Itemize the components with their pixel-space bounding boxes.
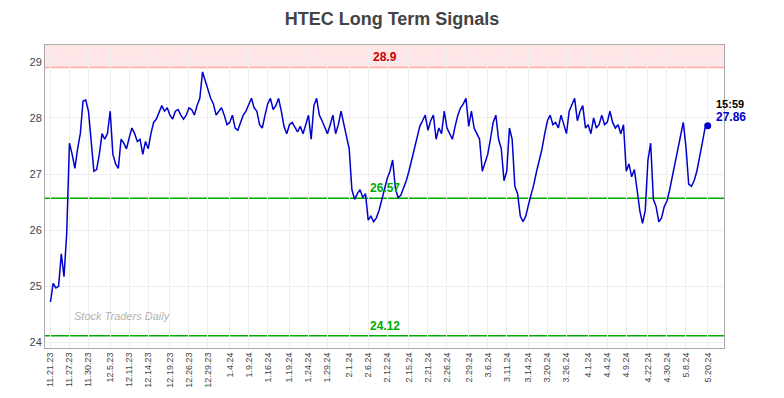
svg-text:5.8.24: 5.8.24 (681, 353, 691, 378)
svg-text:2.15.24: 2.15.24 (404, 353, 414, 383)
svg-text:3.14.24: 3.14.24 (523, 353, 533, 383)
svg-text:4.4.24: 4.4.24 (602, 353, 612, 378)
svg-text:2.1.24: 2.1.24 (344, 353, 354, 378)
svg-text:27: 27 (30, 168, 42, 180)
svg-text:2.21.24: 2.21.24 (423, 353, 433, 383)
svg-text:15:59: 15:59 (716, 98, 744, 110)
svg-text:12.26.23: 12.26.23 (184, 353, 194, 388)
svg-text:3.6.24: 3.6.24 (483, 353, 493, 378)
svg-text:24.12: 24.12 (370, 319, 400, 333)
svg-text:2.29.24: 2.29.24 (464, 353, 474, 383)
svg-text:26.57: 26.57 (370, 181, 400, 195)
svg-text:1.19.24: 1.19.24 (284, 353, 294, 383)
svg-text:HTEC Long Term Signals: HTEC Long Term Signals (285, 9, 500, 29)
svg-text:24: 24 (30, 336, 42, 348)
svg-text:12.14.23: 12.14.23 (143, 353, 153, 388)
svg-text:29: 29 (30, 56, 42, 68)
svg-text:3.26.24: 3.26.24 (561, 353, 571, 383)
svg-text:11.21.23: 11.21.23 (45, 353, 55, 387)
svg-text:4.30.24: 4.30.24 (662, 353, 672, 383)
svg-text:12.19.23: 12.19.23 (165, 353, 175, 388)
svg-text:11.27.23: 11.27.23 (64, 353, 74, 387)
svg-text:27.86: 27.86 (716, 110, 746, 124)
svg-text:Stock Traders Daily: Stock Traders Daily (74, 310, 171, 322)
svg-text:28: 28 (30, 112, 42, 124)
svg-text:28.9: 28.9 (373, 50, 397, 64)
svg-text:2.12.24: 2.12.24 (382, 353, 392, 383)
svg-text:3.20.24: 3.20.24 (542, 353, 552, 383)
svg-text:12.11.23: 12.11.23 (124, 353, 134, 387)
svg-text:5.20.24: 5.20.24 (703, 353, 713, 383)
svg-text:4.9.24: 4.9.24 (621, 353, 631, 378)
svg-text:4.1.24: 4.1.24 (583, 353, 593, 378)
svg-text:12.29.23: 12.29.23 (203, 353, 213, 388)
svg-text:1.29.24: 1.29.24 (322, 353, 332, 383)
svg-text:1.16.24: 1.16.24 (263, 353, 273, 383)
svg-text:1.4.24: 1.4.24 (225, 353, 235, 378)
svg-text:2.6.24: 2.6.24 (363, 353, 373, 378)
svg-text:1.24.24: 1.24.24 (303, 353, 313, 383)
svg-text:3.11.24: 3.11.24 (502, 353, 512, 382)
svg-text:25: 25 (30, 280, 42, 292)
svg-text:1.9.24: 1.9.24 (244, 353, 254, 378)
svg-text:11.30.23: 11.30.23 (83, 353, 93, 387)
svg-text:12.5.23: 12.5.23 (105, 353, 115, 383)
svg-text:4.22.24: 4.22.24 (643, 353, 653, 383)
svg-text:26: 26 (30, 224, 42, 236)
svg-text:2.26.24: 2.26.24 (442, 353, 452, 383)
